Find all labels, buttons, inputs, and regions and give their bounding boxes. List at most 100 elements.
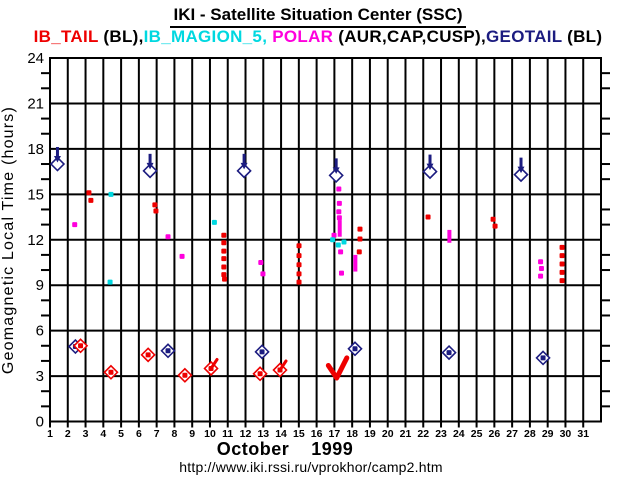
plot-frame bbox=[49, 57, 602, 423]
data-point-dot bbox=[492, 223, 498, 229]
data-point-dot bbox=[88, 197, 94, 203]
data-point-dot bbox=[108, 191, 114, 197]
diamond-inner-dot bbox=[259, 349, 265, 355]
data-point-dot bbox=[357, 236, 363, 242]
source-url: http://www.iki.rssi.ru/vprokhor/camp2.ht… bbox=[179, 459, 443, 475]
diamond-inner-dot bbox=[352, 346, 358, 352]
y-tick-label: 12 bbox=[27, 232, 44, 249]
diamond-flag-arrow bbox=[517, 166, 525, 174]
data-point-dot bbox=[559, 278, 565, 284]
diamond-flag-arrow bbox=[426, 163, 434, 171]
x-tick-label: 28 bbox=[524, 428, 536, 440]
x-tick-label: 14 bbox=[275, 428, 287, 440]
legend-segment: POLAR bbox=[267, 27, 334, 46]
data-point-dot bbox=[258, 259, 264, 265]
diamond-flag-pole bbox=[55, 147, 59, 159]
diamond-inner-dot bbox=[145, 352, 151, 358]
diamond-arrow-tail bbox=[278, 359, 288, 372]
legend-segment: IB_TAIL bbox=[33, 27, 99, 46]
y-tick-label: 6 bbox=[36, 323, 44, 340]
x-tick-label: 8 bbox=[171, 428, 177, 440]
x-tick-label: 16 bbox=[311, 428, 323, 440]
x-tick-label: 27 bbox=[506, 428, 518, 440]
data-point-dot bbox=[559, 253, 565, 259]
data-checkmark bbox=[325, 355, 350, 381]
diamond-flag-pole bbox=[519, 157, 523, 169]
data-point-dot bbox=[165, 234, 171, 240]
x-tick-label: 15 bbox=[293, 428, 305, 440]
data-point-dot bbox=[86, 190, 92, 196]
x-tick-label: 19 bbox=[364, 428, 376, 440]
data-point-diamond bbox=[422, 163, 438, 180]
x-tick-label: 29 bbox=[542, 428, 554, 440]
data-point-dot bbox=[260, 271, 266, 277]
data-point-dot bbox=[222, 276, 228, 282]
diamond-inner-dot bbox=[165, 348, 171, 354]
x-tick-label: 2 bbox=[65, 428, 71, 440]
data-streak bbox=[353, 254, 358, 272]
data-point-dot bbox=[335, 242, 341, 248]
x-tick-label: 25 bbox=[471, 428, 483, 440]
diamond-flag-arrow bbox=[240, 162, 248, 170]
y-tick-label: 15 bbox=[27, 186, 44, 203]
data-point-dot bbox=[425, 214, 431, 220]
data-point-dot bbox=[336, 200, 342, 206]
x-tick-label: 13 bbox=[257, 428, 269, 440]
x-tick-label: 31 bbox=[577, 428, 589, 440]
diamond-inner-dot bbox=[78, 343, 84, 349]
x-axis-title: October 1999 bbox=[216, 439, 354, 459]
data-point-dot bbox=[221, 232, 227, 238]
x-tick-label: 9 bbox=[189, 428, 195, 440]
data-point-dot bbox=[296, 262, 302, 268]
data-point-dot bbox=[341, 239, 347, 245]
data-point-dot bbox=[330, 237, 336, 243]
data-point-dot bbox=[221, 240, 227, 246]
diamond-flag-arrow bbox=[332, 167, 340, 174]
data-point-dot bbox=[296, 279, 302, 285]
x-tick-label: 1 bbox=[47, 428, 53, 440]
diamond-flag-arrow bbox=[146, 162, 154, 170]
data-point-dot bbox=[211, 219, 217, 225]
x-tick-label: 6 bbox=[136, 428, 142, 440]
x-tick-label: 11 bbox=[222, 428, 233, 440]
data-point-dot bbox=[338, 270, 344, 276]
diamond-inner-dot bbox=[540, 355, 546, 361]
diamond-inner-dot bbox=[257, 371, 263, 377]
y-tick-label: 21 bbox=[27, 95, 44, 112]
data-point-diamond bbox=[49, 156, 66, 172]
legend-segment: (BL), bbox=[98, 27, 144, 46]
x-tick-label: 21 bbox=[400, 428, 412, 440]
data-point-dot bbox=[107, 279, 113, 285]
data-point-dot bbox=[559, 261, 565, 267]
data-point-dot bbox=[336, 209, 342, 215]
diamond-inner-dot bbox=[446, 350, 452, 356]
data-point-dot bbox=[152, 202, 158, 208]
x-tick-label: 18 bbox=[346, 428, 358, 440]
y-tick-label: 24 bbox=[27, 50, 44, 67]
legend-segment: GEOTAIL bbox=[486, 27, 563, 46]
page-title-text: IKI - Satellite Situation Center (SSC) bbox=[170, 5, 466, 28]
data-point-dot bbox=[221, 248, 227, 254]
data-point-diamond bbox=[513, 166, 529, 183]
x-tick-label: 24 bbox=[453, 428, 465, 440]
data-point-dot bbox=[490, 216, 496, 222]
data-point-dot bbox=[538, 259, 544, 265]
data-point-diamond bbox=[236, 163, 252, 179]
data-streak bbox=[337, 220, 342, 237]
diamond-flag-pole bbox=[334, 158, 338, 170]
x-tick-label: 30 bbox=[560, 428, 572, 440]
legend-segment: (BL) bbox=[562, 27, 603, 46]
data-point-dot bbox=[356, 249, 362, 255]
diamond-inner-dot bbox=[108, 369, 114, 375]
data-point-dot bbox=[357, 226, 363, 232]
diamond-inner-dot bbox=[182, 372, 188, 378]
x-tick-label: 5 bbox=[118, 428, 124, 440]
data-point-dot bbox=[559, 244, 565, 250]
data-point-dot bbox=[338, 249, 344, 255]
x-tick-label: 26 bbox=[489, 428, 501, 440]
data-point-dot bbox=[153, 208, 159, 214]
diamond-flag-pole bbox=[148, 153, 152, 165]
data-point-dot bbox=[179, 253, 185, 259]
legend-segment: (AUR,CAP,CUSP), bbox=[333, 27, 487, 46]
